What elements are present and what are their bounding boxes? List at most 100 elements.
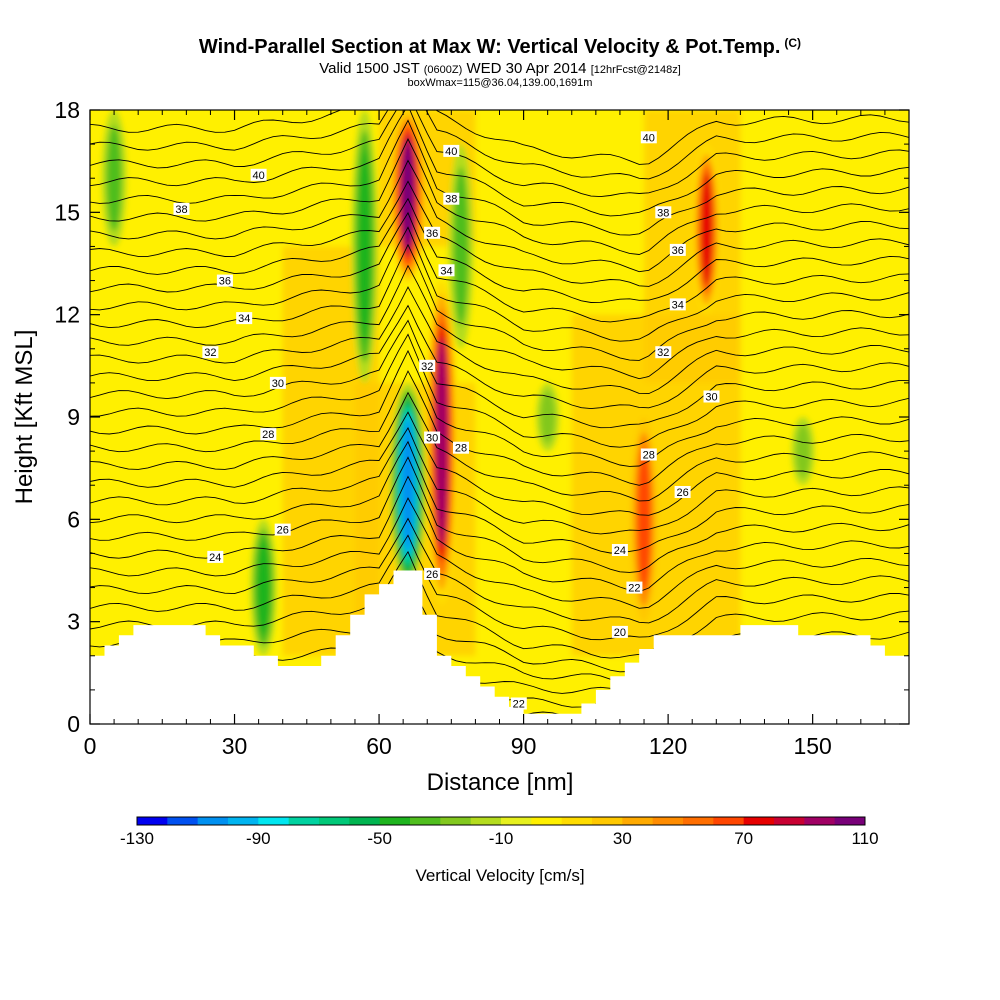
valid-time-line: Valid 1500 JST (0600Z) WED 30 Apr 2014 [… (0, 60, 1000, 77)
theta-contour (90, 475, 909, 593)
contour-labels: 40 38 36 34 32 30 28 26 24 40 38 36 34 32 30 28 26 22 40 38… (173, 131, 720, 711)
colorbar-swatch (319, 817, 350, 825)
contour-label-text: 26 (277, 525, 289, 537)
valid-date: WED 30 Apr 2014 (466, 60, 587, 77)
contour-label: 28 (260, 428, 277, 441)
contour-label-text: 32 (421, 361, 433, 373)
contour-label-bg (640, 448, 657, 461)
theta-contour (90, 497, 909, 609)
contour-label: 32 (655, 346, 672, 359)
contour-label-text: 38 (175, 204, 187, 216)
theta-contour (90, 456, 909, 573)
contour-label-bg (669, 243, 686, 256)
contour-label-text: 20 (614, 627, 626, 639)
contour-label-text: 32 (657, 347, 669, 359)
x-tick-label: 150 (793, 733, 831, 759)
contour-label-bg (424, 226, 441, 239)
contour-label-bg (250, 168, 267, 181)
y-tick-label: 9 (67, 404, 80, 430)
contour-label-bg (674, 486, 691, 498)
contour-label-text: 30 (272, 378, 284, 390)
box-info-line: boxWmax=115@36.04,139.00,1691m (407, 77, 593, 89)
contour-label: 32 (419, 359, 436, 373)
updraft-core (637, 447, 651, 591)
downdraft-core (540, 390, 555, 444)
colorbar-swatch (804, 817, 836, 825)
downdraft-core (402, 421, 414, 550)
contour-label: 36 (669, 243, 686, 257)
updraft-core (700, 172, 713, 286)
contour-label-text: 24 (614, 545, 626, 557)
x-axis-label: Distance [nm] (427, 769, 574, 796)
colorbar-swatch (349, 817, 381, 825)
colorbar-swatch (683, 817, 714, 825)
contour-label-text: 26 (676, 487, 688, 499)
theta-contour (90, 110, 909, 180)
potential-temperature-contours (90, 110, 909, 721)
contour-label-text: 30 (705, 392, 717, 404)
colorbar-tick-label: -50 (367, 829, 392, 848)
contour-label-text: 28 (455, 443, 467, 455)
y-axis-label: Height [Kft MSL] (11, 330, 38, 505)
contour-label: 36 (424, 226, 441, 240)
contour-label-bg (419, 359, 436, 372)
contour-label: 32 (202, 346, 219, 359)
contour-label-bg (260, 428, 277, 441)
y-tick-label: 0 (67, 711, 80, 737)
colorbar-swatch (167, 817, 199, 825)
colorbar-swatch (410, 817, 441, 825)
contour-label-bg (655, 206, 672, 219)
contour-label-bg (510, 697, 527, 710)
contour-label: 30 (703, 390, 720, 404)
contour-label: 28 (640, 448, 657, 462)
theta-contour (90, 534, 909, 641)
theta-contour (90, 304, 909, 410)
theta-contour (90, 180, 909, 287)
contour-label-bg (655, 346, 672, 359)
colorbar-tick-label: 70 (734, 829, 753, 848)
contour-label: 40 (443, 144, 460, 158)
colorbar-swatch (774, 817, 805, 825)
contour-label: 28 (453, 441, 469, 455)
colorbar-swatch (137, 817, 168, 825)
y-tick-label: 15 (54, 199, 80, 225)
theta-contour (90, 427, 909, 535)
theta-contour (90, 159, 909, 273)
contour-label-bg (274, 523, 291, 536)
contour-label-bg (626, 581, 643, 594)
contour-label: 30 (269, 376, 286, 390)
contour-label-bg (703, 390, 720, 403)
contour-label-bg (438, 264, 455, 277)
terrain-mask (90, 570, 909, 724)
theta-contour (90, 349, 909, 467)
contour-label-text: 36 (426, 228, 438, 240)
colorbar-label: Vertical Velocity [cm/s] (415, 866, 584, 885)
contour-label-text: 22 (513, 699, 525, 711)
colorbar-swatch (834, 817, 866, 825)
contour-label: 36 (216, 274, 233, 288)
contour-label-bg (443, 144, 460, 157)
contour-label-bg (640, 131, 657, 144)
contour-label: 38 (655, 206, 672, 219)
colorbar-swatch (288, 817, 320, 825)
colorbar-tick-label: -10 (489, 829, 514, 848)
contour-label: 40 (640, 131, 657, 144)
contour-label: 30 (424, 431, 441, 445)
contour-label: 40 (250, 168, 267, 182)
valid-prefix: Valid 1500 JST (319, 60, 420, 77)
terrain (90, 570, 909, 724)
theta-contour (90, 110, 909, 198)
theta-contour (90, 197, 909, 303)
contour-label-text: 24 (209, 552, 221, 564)
contour-label-text: 34 (440, 265, 452, 277)
theta-contour (90, 517, 909, 624)
x-tick-label: 30 (222, 733, 248, 759)
x-tick-label: 120 (649, 733, 687, 759)
contour-label-text: 36 (219, 276, 231, 288)
colorbar-tick-label: -90 (246, 829, 271, 848)
x-tick-label: 90 (511, 733, 537, 759)
updraft-core (436, 338, 448, 547)
theta-contour (90, 110, 909, 217)
contour-label-text: 40 (643, 132, 655, 144)
